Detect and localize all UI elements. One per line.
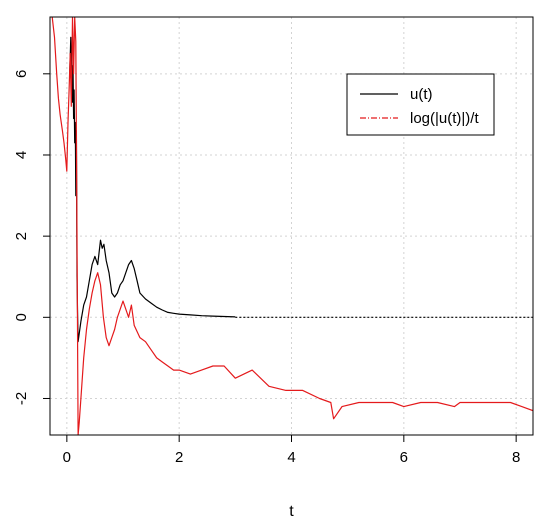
x-axis-title: t [289,503,294,520]
x-axis: 0 2 4 6 8 [63,435,520,466]
legend: u(t) log(|u(t)|)/t [346,73,495,136]
y-tick-label: 2 [13,232,30,240]
series-lines [51,17,533,435]
x-tick-label: 2 [175,449,183,466]
legend-box [346,73,495,136]
x-tick-label: 0 [63,449,71,466]
legend-label-u: u(t) [410,86,433,103]
y-axis: -2 0 2 4 6 [13,70,50,405]
series-line-2 [51,17,533,435]
y-tick-label: 4 [13,151,30,159]
legend-label-log: log(|u(t)|)/t [410,110,479,127]
y-tick-label: -2 [13,392,30,405]
x-tick-label: 4 [287,449,295,466]
y-tick-label: 0 [13,313,30,321]
y-tick-label: 6 [13,70,30,78]
x-tick-label: 8 [512,449,520,466]
x-tick-label: 6 [400,449,408,466]
series-line-0 [69,36,236,343]
